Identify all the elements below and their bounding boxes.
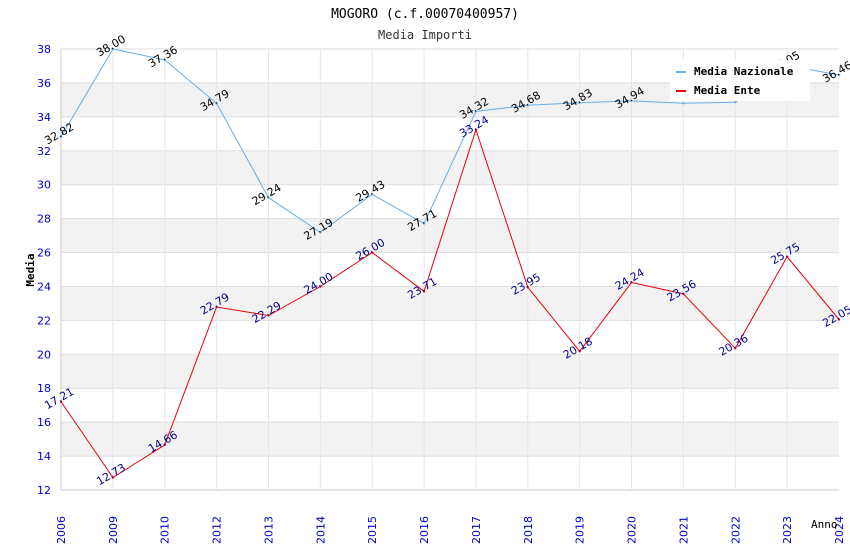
x-tick-label: 2024 xyxy=(833,516,846,544)
x-tick-label: 2019 xyxy=(574,516,587,544)
x-tick-label: 2021 xyxy=(677,516,690,544)
data-point-media-nazionale xyxy=(526,104,529,107)
grid-band xyxy=(61,218,839,253)
x-tick-label: 2017 xyxy=(470,516,483,544)
data-point-media-nazionale xyxy=(734,101,737,104)
y-tick-label: 24 xyxy=(37,280,51,293)
x-tick-label: 2018 xyxy=(522,516,535,544)
y-tick-label: 34 xyxy=(37,111,51,124)
gridlines xyxy=(60,48,839,491)
data-point-media-ente xyxy=(267,314,270,317)
data-point-media-nazionale xyxy=(215,102,218,105)
data-point-media-ente xyxy=(319,285,322,288)
data-point-media-nazionale xyxy=(319,231,322,234)
y-tick-label: 22 xyxy=(37,314,51,327)
y-tick-label: 18 xyxy=(37,382,51,395)
data-point-media-ente xyxy=(578,350,581,353)
data-point-media-ente xyxy=(59,400,63,403)
data-point-media-nazionale xyxy=(111,47,115,51)
y-tick-label: 16 xyxy=(37,416,51,429)
x-tick-label: 2023 xyxy=(781,516,794,544)
x-tick-label: 2020 xyxy=(626,516,639,544)
series-line-media-ente xyxy=(60,128,840,479)
chart-subtitle: Media Importi xyxy=(378,28,472,42)
x-tick-label: 2013 xyxy=(262,516,275,544)
data-point-media-ente xyxy=(785,255,789,258)
grid-band xyxy=(61,354,839,389)
legend: Media Nazionale Media Ente xyxy=(670,60,810,101)
y-tick-label: 20 xyxy=(37,348,51,361)
data-point-media-nazionale xyxy=(682,102,685,105)
y-tick-label: 38 xyxy=(37,43,51,56)
data-label-media-nazionale: 32.82 xyxy=(42,120,76,147)
y-tick-label: 28 xyxy=(37,213,51,226)
x-tick-label: 2016 xyxy=(418,516,431,544)
data-point-media-nazionale xyxy=(59,135,63,139)
grid-bands xyxy=(61,82,839,457)
y-tick-label: 36 xyxy=(37,77,51,90)
x-tick-labels: 2006 2009 2010 2012 2013 2014 2015 2016 2017 2018… xyxy=(55,516,846,544)
x-tick-label: 2014 xyxy=(314,516,327,544)
data-label-media-ente: 12.73 xyxy=(94,461,128,488)
data-point-media-nazionale xyxy=(267,196,270,199)
legend-label-media-nazionale: Media Nazionale xyxy=(694,65,794,78)
grid-band xyxy=(61,422,839,457)
y-tick-label: 26 xyxy=(37,247,51,260)
data-point-media-ente xyxy=(371,251,374,254)
x-tick-label: 2015 xyxy=(366,516,379,544)
x-tick-label: 2010 xyxy=(159,516,172,544)
y-axis-label: Media xyxy=(24,253,37,286)
data-point-media-nazionale xyxy=(837,73,841,77)
legend-box xyxy=(670,60,810,101)
data-point-media-nazionale xyxy=(630,99,633,103)
grid-band xyxy=(61,286,839,321)
data-point-media-ente xyxy=(163,443,166,447)
data-point-media-ente xyxy=(734,347,737,350)
y-tick-label: 12 xyxy=(37,484,51,497)
data-point-media-ente xyxy=(474,128,478,131)
y-tick-labels: 12 14 16 18 20 22 24 26 28 30 32 34 36 38 xyxy=(37,43,51,497)
y-tick-label: 30 xyxy=(37,179,51,192)
data-label-media-nazionale: 36.46 xyxy=(820,59,850,86)
series-line-media-nazionale xyxy=(60,48,840,234)
data-point-media-nazionale xyxy=(578,101,581,104)
data-point-media-ente xyxy=(422,290,426,293)
data-point-media-ente xyxy=(526,286,529,289)
data-label-media-nazionale: 37.36 xyxy=(146,43,180,70)
x-axis-label: Anno xyxy=(811,518,838,531)
data-point-media-ente xyxy=(837,318,841,321)
data-point-media-nazionale xyxy=(474,110,478,113)
data-point-media-ente xyxy=(215,305,218,309)
data-point-media-ente xyxy=(111,476,115,479)
y-tick-label: 14 xyxy=(37,450,51,463)
data-point-media-nazionale xyxy=(163,58,166,62)
data-point-media-nazionale xyxy=(422,222,426,225)
data-point-media-ente xyxy=(630,281,633,284)
data-point-media-nazionale xyxy=(371,193,374,196)
data-point-media-ente xyxy=(682,292,685,296)
x-tick-label: 2012 xyxy=(211,516,224,544)
legend-label-media-ente: Media Ente xyxy=(694,84,761,97)
data-label-media-nazionale: 38.00 xyxy=(94,32,128,59)
x-tick-label: 2006 xyxy=(55,516,68,544)
chart-title: MOGORO (c.f.00070400957) xyxy=(331,7,519,22)
y-tick-label: 32 xyxy=(37,145,51,158)
x-tick-label: 2022 xyxy=(729,516,742,544)
x-tick-label: 2009 xyxy=(107,516,120,544)
